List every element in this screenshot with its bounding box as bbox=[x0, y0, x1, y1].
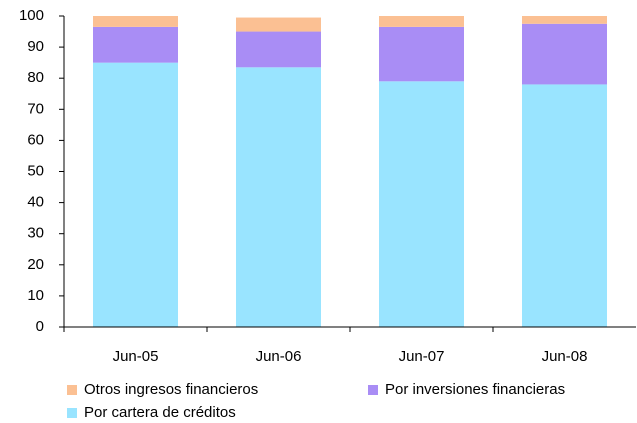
legend-label: Otros ingresos financieros bbox=[84, 381, 258, 398]
legend-label: Por inversiones financieras bbox=[385, 381, 565, 398]
y-tick-label: 20 bbox=[27, 256, 44, 273]
x-tick-label: Jun-08 bbox=[542, 348, 588, 365]
bar-segment bbox=[236, 17, 321, 32]
y-tick-label: 80 bbox=[27, 69, 44, 86]
y-tick-label: 40 bbox=[27, 194, 44, 211]
bar-segment bbox=[379, 26, 464, 82]
y-tick-label: 90 bbox=[27, 38, 44, 55]
y-tick-label: 0 bbox=[36, 318, 44, 335]
legend-label: Por cartera de créditos bbox=[84, 404, 236, 421]
y-tick-label: 50 bbox=[27, 162, 44, 179]
y-tick-label: 70 bbox=[27, 100, 44, 117]
bar-segment bbox=[93, 26, 178, 63]
bar-segment bbox=[522, 84, 607, 327]
bar-segment bbox=[236, 67, 321, 327]
bar-segment bbox=[379, 16, 464, 27]
bar-segment bbox=[522, 16, 607, 24]
legend-swatch bbox=[67, 408, 77, 418]
y-tick-label: 100 bbox=[19, 7, 44, 24]
x-tick-label: Jun-07 bbox=[399, 348, 445, 365]
x-tick-label: Jun-05 bbox=[113, 348, 159, 365]
bar-segment bbox=[236, 31, 321, 68]
y-tick-label: 10 bbox=[27, 287, 44, 304]
x-tick-label: Jun-06 bbox=[256, 348, 302, 365]
legend-swatch bbox=[368, 385, 378, 395]
y-tick-label: 60 bbox=[27, 131, 44, 148]
legend-swatch bbox=[67, 385, 77, 395]
bar-segment bbox=[93, 16, 178, 27]
bar-segment bbox=[379, 81, 464, 327]
bar-segment bbox=[93, 62, 178, 328]
bar-segment bbox=[522, 23, 607, 85]
y-tick-label: 30 bbox=[27, 225, 44, 242]
